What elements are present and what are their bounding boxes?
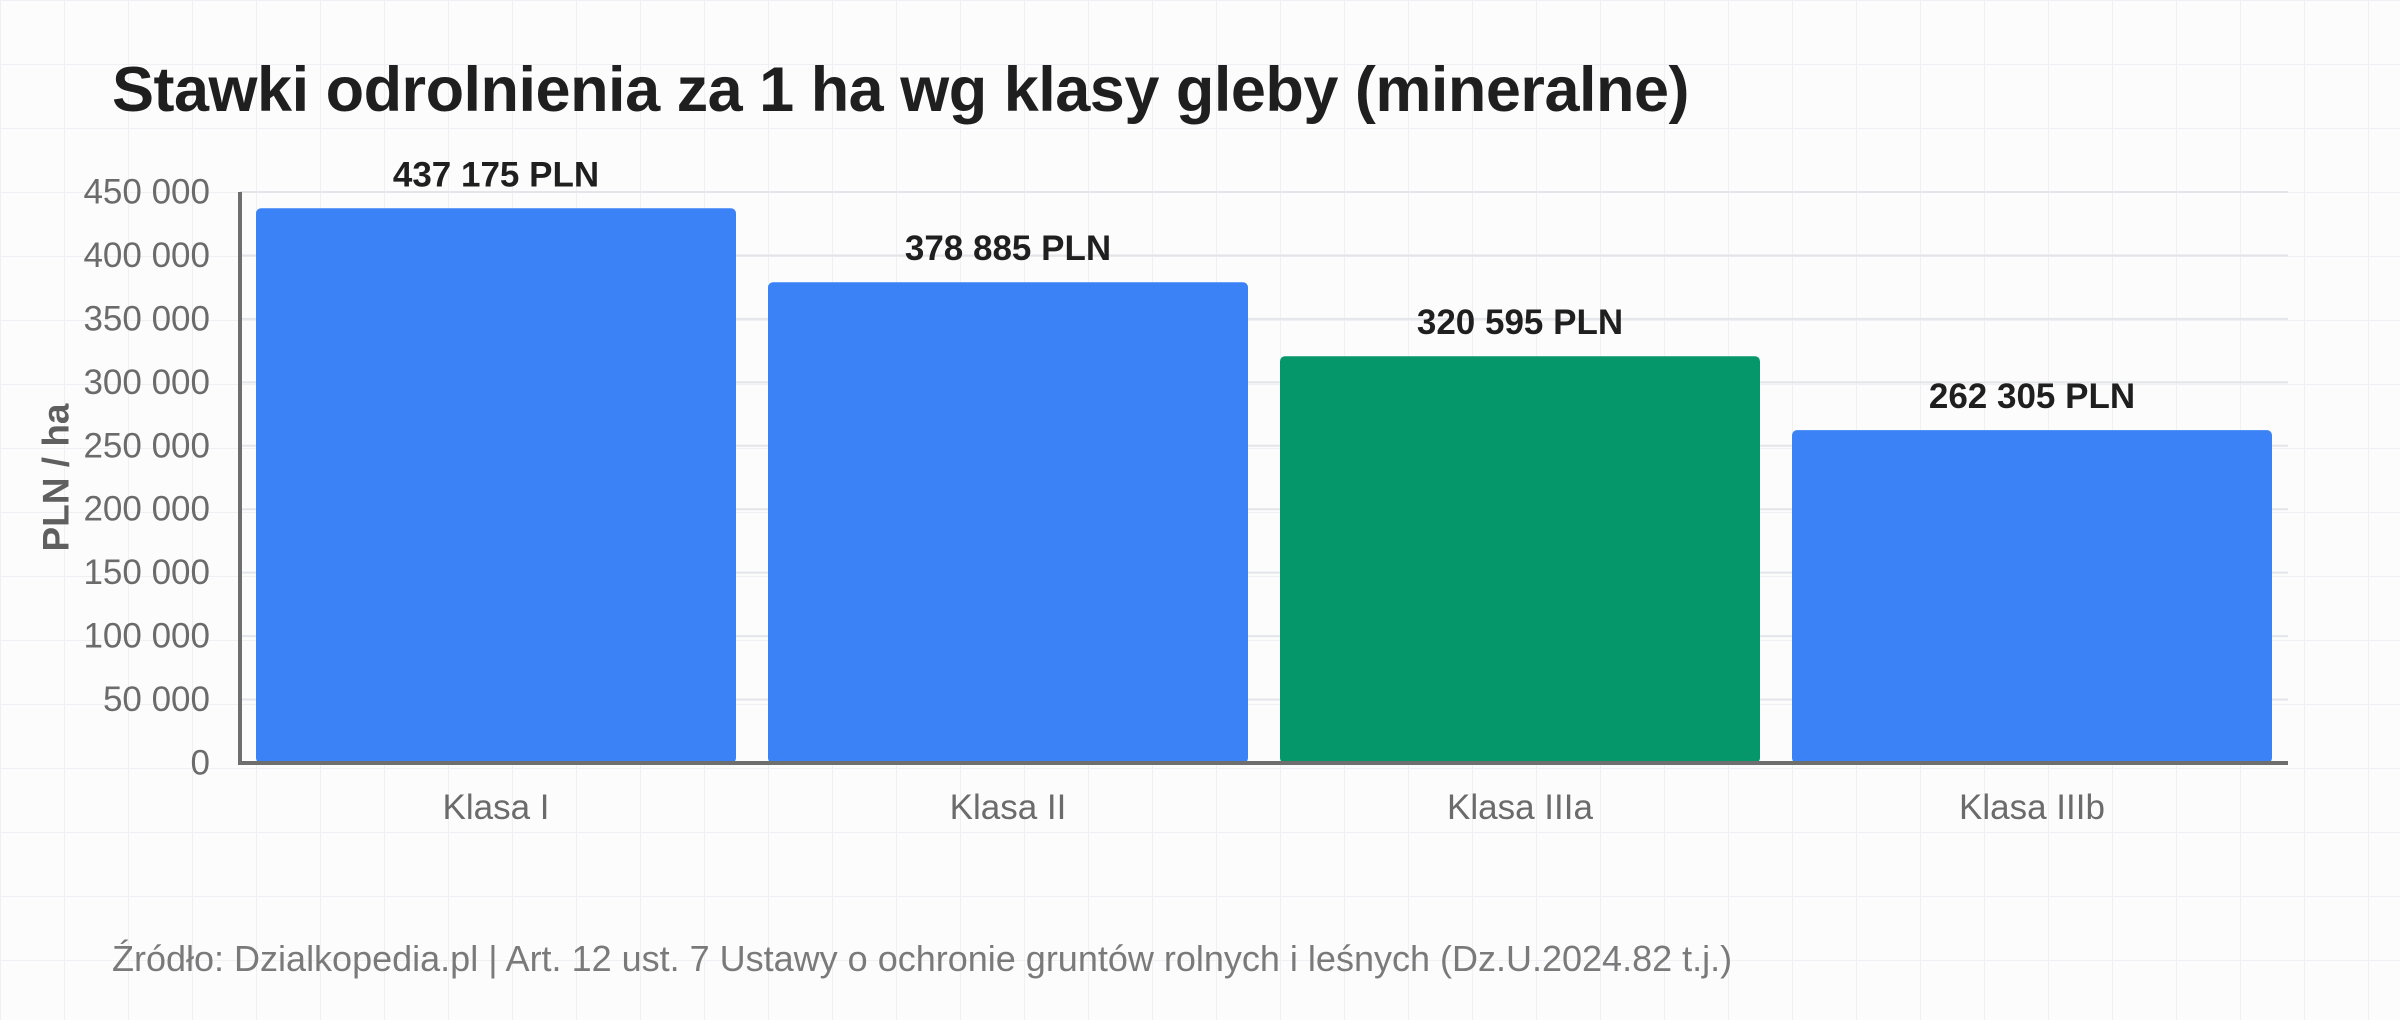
y-tick-label: 200 000 [83,490,210,529]
x-tick-label: Klasa IIIb [1959,788,2105,827]
chart-title: Stawki odrolnienia za 1 ha wg klasy gleb… [112,55,1690,125]
y-tick-label: 350 000 [83,299,210,338]
bar [1280,356,1760,763]
x-tick-label: Klasa II [950,788,1067,827]
y-tick-label: 100 000 [83,617,210,656]
source-note: Źródło: Dzialkopedia.pl | Art. 12 ust. 7… [112,938,1733,979]
y-tick-label: 300 000 [83,363,210,402]
y-tick-label: 150 000 [83,553,210,592]
data-label: 320 595 PLN [1417,303,1623,342]
y-tick-label: 0 [191,744,210,783]
y-tick-label: 50 000 [103,680,210,719]
data-label: 378 885 PLN [905,229,1111,268]
bar [1792,430,2272,763]
data-label: 437 175 PLN [393,155,599,194]
y-axis-title: PLN / ha [36,403,77,551]
y-tick-label: 400 000 [83,236,210,275]
y-tick-label: 450 000 [83,173,210,212]
data-label: 262 305 PLN [1929,377,2135,416]
bar [256,208,736,763]
x-tick-label: Klasa IIIa [1447,788,1593,827]
x-tick-label: Klasa I [443,788,550,827]
bar [768,282,1248,763]
y-tick-label: 250 000 [83,426,210,465]
